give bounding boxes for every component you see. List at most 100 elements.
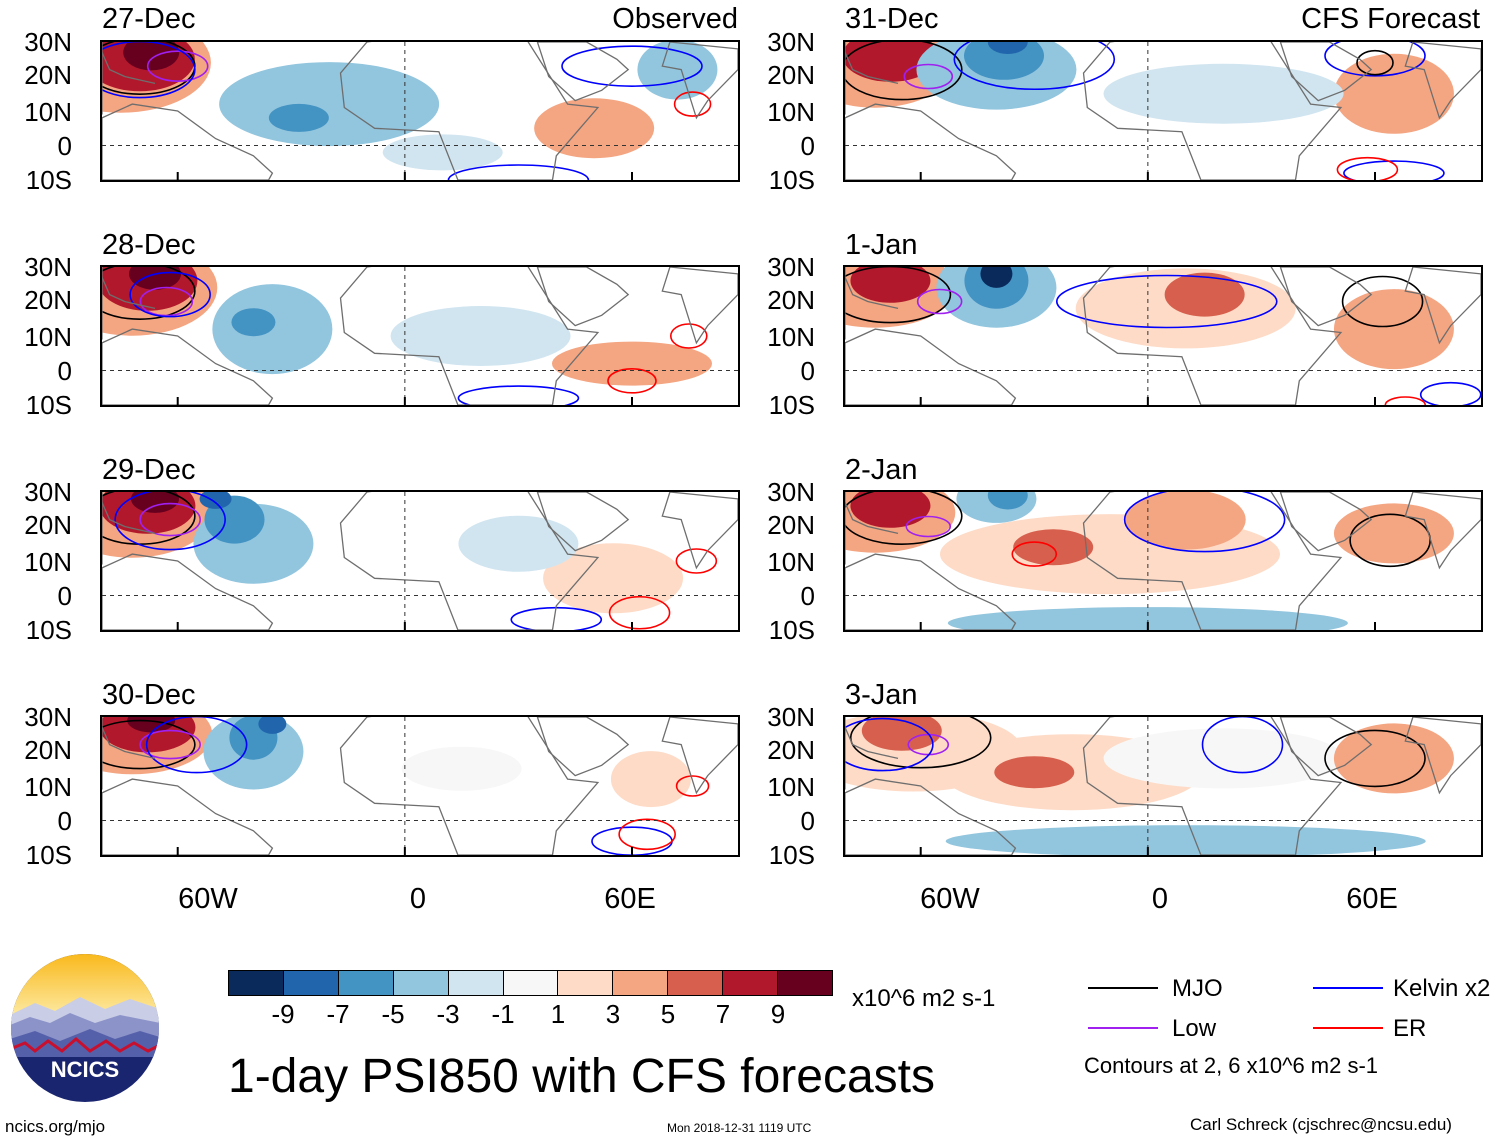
lat-label: 10S — [768, 390, 815, 420]
lat-label: 20N — [767, 285, 815, 315]
coastline — [1082, 717, 1343, 855]
anomaly-positive — [845, 42, 939, 82]
coastline — [1404, 42, 1481, 120]
anomaly-negative — [947, 607, 1348, 630]
er-contour — [608, 595, 671, 630]
lat-label: 0 — [800, 806, 815, 836]
colorbar-tick-label: 1 — [550, 999, 566, 1029]
lat-label: 20N — [24, 60, 72, 90]
coastline — [536, 267, 630, 327]
lat-label: 10S — [768, 165, 815, 195]
coastline — [339, 492, 600, 630]
colorbar-swatch — [723, 971, 779, 995]
coastline — [102, 328, 274, 405]
footer-author[interactable]: Carl Schreck (cjschrec@ncsu.edu) — [1190, 1115, 1452, 1134]
colorbar-units: x10^6 m2 s-1 — [852, 985, 996, 1012]
footer-url[interactable]: ncics.org/mjo — [5, 1117, 106, 1136]
anomaly-positive — [1333, 723, 1454, 794]
kelvin-contour — [129, 271, 211, 318]
ncics-logo-text: NCICS — [51, 1057, 119, 1082]
colorbar-tick-label: -7 — [326, 999, 350, 1029]
coastline — [845, 553, 1017, 630]
observed-label: Observed — [612, 3, 738, 35]
anomaly-negative — [231, 308, 276, 337]
anomaly-positive — [861, 717, 942, 751]
anomaly-negative — [258, 717, 287, 734]
kelvin-contour — [1343, 160, 1445, 180]
coastline — [536, 717, 630, 777]
coastline — [102, 727, 156, 760]
kelvin-contour — [845, 717, 934, 772]
panel-date-28-dec: 28-Dec — [102, 229, 196, 261]
ncics-logo: NCICS — [10, 953, 160, 1103]
colorbar-swatch — [778, 971, 832, 995]
lat-label: 10N — [24, 772, 72, 802]
mjo-contour — [102, 267, 196, 320]
lat-label: 0 — [57, 356, 72, 386]
map-panel-30-dec — [100, 715, 740, 857]
colorbar-tick-label: 9 — [770, 999, 786, 1029]
mjo-contour — [845, 267, 952, 324]
coastline — [1279, 267, 1373, 327]
kelvin-contour — [457, 385, 580, 405]
lat-label: 20N — [767, 60, 815, 90]
coastline — [1404, 267, 1481, 345]
lat-label: 10S — [768, 615, 815, 645]
coastline — [845, 52, 899, 85]
anomaly-positive — [850, 492, 931, 528]
anomaly-negative — [390, 306, 571, 366]
map-panel-28-dec — [100, 265, 740, 407]
panel-date-29-dec: 29-Dec — [102, 454, 196, 486]
coastline — [1082, 492, 1343, 630]
anomaly-negative — [458, 515, 579, 572]
anomaly-positive — [850, 267, 931, 303]
anomaly-negative — [945, 825, 1426, 855]
coastline — [1279, 717, 1373, 777]
legend-label-mjo: MJO — [1172, 975, 1223, 1002]
mjo-contour — [1341, 275, 1424, 328]
low-contour — [905, 515, 952, 538]
er-contour — [673, 91, 712, 117]
lat-label: 20N — [24, 735, 72, 765]
coastline — [661, 492, 738, 570]
colorbar-tick-label: -9 — [271, 999, 295, 1029]
low-contour — [139, 502, 201, 537]
anomaly-positive — [1125, 492, 1246, 550]
coastline — [1404, 717, 1481, 795]
panel-date-2-jan: 2-Jan — [845, 454, 918, 486]
colorbar-swatch — [613, 971, 669, 995]
lat-label: 0 — [57, 581, 72, 611]
mjo-contour — [102, 719, 196, 770]
mjo-contour — [845, 492, 963, 545]
colorbar-tick-label: 7 — [715, 999, 731, 1029]
mjo-contour — [845, 42, 963, 101]
lat-label: 20N — [767, 510, 815, 540]
kelvin-contour — [561, 45, 703, 87]
lat-label: 0 — [800, 581, 815, 611]
lat-label: 0 — [800, 356, 815, 386]
lat-label: 0 — [800, 131, 815, 161]
coastline — [339, 717, 600, 855]
legend-line-low — [1088, 1027, 1158, 1029]
colorbar-swatch — [393, 971, 449, 995]
lon-label-60w-right: 60W — [920, 883, 980, 915]
map-panel-1-jan — [843, 265, 1483, 407]
kelvin-contour — [145, 717, 248, 774]
coastline — [845, 328, 1017, 405]
map-panel-31-dec — [843, 40, 1483, 182]
legend-line-mjo — [1088, 987, 1158, 989]
lon-label-0-left: 0 — [409, 883, 427, 915]
lat-label: 30N — [767, 477, 815, 507]
coastline — [845, 502, 899, 535]
anomaly-positive — [552, 341, 712, 386]
anomaly-positive — [401, 746, 522, 791]
figure-title: 1-day PSI850 with CFS forecasts — [228, 1050, 935, 1103]
coastline — [661, 267, 738, 345]
kelvin-contour — [447, 164, 590, 180]
colorbar-swatch — [558, 971, 614, 995]
anomaly-negative — [1103, 63, 1344, 124]
anomaly-positive — [1103, 728, 1344, 789]
colorbar-swatch — [283, 971, 339, 995]
anomaly-negative — [268, 103, 329, 132]
low-contour — [146, 50, 209, 82]
